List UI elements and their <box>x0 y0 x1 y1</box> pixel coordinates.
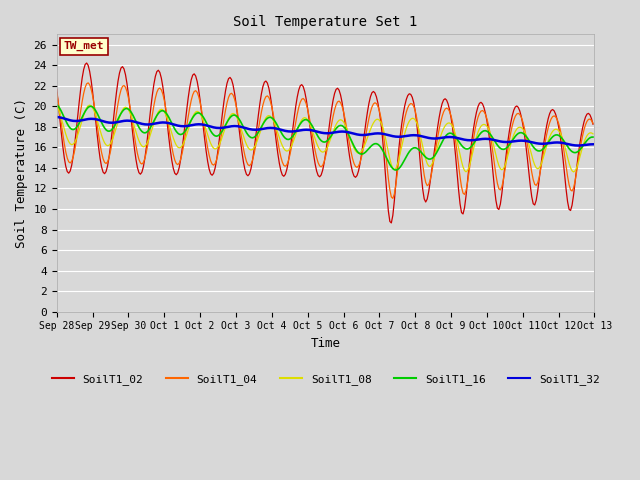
SoilT1_04 <box>563 163 570 169</box>
SoilT1_16 <box>561 139 568 145</box>
SoilT1_16 <box>230 112 238 118</box>
Y-axis label: Soil Temperature (C): Soil Temperature (C) <box>15 98 28 248</box>
SoilT1_16 <box>589 134 597 140</box>
SoilT1_32 <box>230 123 238 129</box>
SoilT1_32 <box>287 129 295 134</box>
SoilT1_08 <box>570 169 577 175</box>
Line: SoilT1_32: SoilT1_32 <box>57 117 593 145</box>
Line: SoilT1_08: SoilT1_08 <box>57 105 593 172</box>
SoilT1_04 <box>214 151 222 156</box>
SoilT1_02 <box>83 60 90 66</box>
SoilT1_02 <box>232 100 240 106</box>
SoilT1_16 <box>287 135 295 141</box>
SoilT1_08 <box>589 131 597 137</box>
SoilT1_02 <box>241 167 249 173</box>
SoilT1_16 <box>118 108 126 114</box>
Line: SoilT1_16: SoilT1_16 <box>57 105 593 170</box>
SoilT1_08 <box>86 102 93 108</box>
SoilT1_08 <box>214 144 222 150</box>
SoilT1_04 <box>289 137 296 143</box>
SoilT1_32 <box>574 143 582 148</box>
SoilT1_08 <box>232 113 240 119</box>
SoilT1_02 <box>387 220 395 226</box>
SoilT1_02 <box>589 121 597 127</box>
SoilT1_04 <box>84 80 92 86</box>
SoilT1_32 <box>212 125 220 131</box>
Legend: SoilT1_02, SoilT1_04, SoilT1_08, SoilT1_16, SoilT1_32: SoilT1_02, SoilT1_04, SoilT1_08, SoilT1_… <box>47 370 604 389</box>
SoilT1_16 <box>53 102 61 108</box>
SoilT1_04 <box>120 83 128 88</box>
Text: TW_met: TW_met <box>64 41 104 51</box>
SoilT1_04 <box>232 102 240 108</box>
SoilT1_04 <box>589 120 597 126</box>
SoilT1_08 <box>120 105 128 111</box>
SoilT1_04 <box>389 195 397 201</box>
SoilT1_16 <box>392 167 399 173</box>
SoilT1_32 <box>118 118 126 124</box>
Line: SoilT1_02: SoilT1_02 <box>57 63 593 223</box>
SoilT1_32 <box>239 125 247 131</box>
SoilT1_08 <box>53 103 61 108</box>
X-axis label: Time: Time <box>310 337 340 350</box>
SoilT1_08 <box>289 140 296 146</box>
SoilT1_08 <box>561 143 568 148</box>
SoilT1_32 <box>559 140 567 146</box>
SoilT1_16 <box>212 133 220 139</box>
SoilT1_08 <box>241 138 249 144</box>
SoilT1_04 <box>241 153 249 159</box>
SoilT1_02 <box>563 186 570 192</box>
SoilT1_04 <box>53 91 61 96</box>
SoilT1_02 <box>289 126 296 132</box>
SoilT1_02 <box>120 66 128 72</box>
SoilT1_32 <box>53 114 61 120</box>
SoilT1_02 <box>214 147 222 153</box>
SoilT1_02 <box>53 86 61 92</box>
SoilT1_16 <box>239 124 247 130</box>
Line: SoilT1_04: SoilT1_04 <box>57 83 593 198</box>
Title: Soil Temperature Set 1: Soil Temperature Set 1 <box>234 15 418 29</box>
SoilT1_32 <box>589 142 597 147</box>
